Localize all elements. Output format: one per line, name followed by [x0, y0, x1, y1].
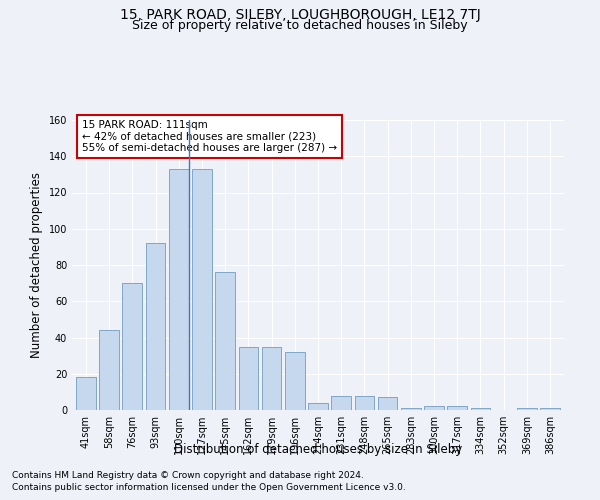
Bar [76, 378, 96, 410]
Bar [99, 330, 119, 410]
Bar [146, 244, 166, 410]
Bar [424, 406, 444, 410]
Bar [215, 272, 235, 410]
Y-axis label: Number of detached properties: Number of detached properties [30, 172, 43, 358]
Bar [169, 169, 188, 410]
Text: Contains HM Land Registry data © Crown copyright and database right 2024.: Contains HM Land Registry data © Crown c… [12, 471, 364, 480]
Bar [331, 396, 351, 410]
Bar [355, 396, 374, 410]
Bar [239, 346, 258, 410]
Bar [540, 408, 560, 410]
Bar [448, 406, 467, 410]
Text: Size of property relative to detached houses in Sileby: Size of property relative to detached ho… [132, 19, 468, 32]
Bar [470, 408, 490, 410]
Bar [401, 408, 421, 410]
Bar [262, 346, 281, 410]
Text: Distribution of detached houses by size in Sileby: Distribution of detached houses by size … [174, 442, 462, 456]
Bar [192, 169, 212, 410]
Bar [378, 398, 397, 410]
Bar [285, 352, 305, 410]
Text: Contains public sector information licensed under the Open Government Licence v3: Contains public sector information licen… [12, 484, 406, 492]
Bar [122, 283, 142, 410]
Bar [308, 403, 328, 410]
Text: 15 PARK ROAD: 111sqm
← 42% of detached houses are smaller (223)
55% of semi-deta: 15 PARK ROAD: 111sqm ← 42% of detached h… [82, 120, 337, 153]
Text: 15, PARK ROAD, SILEBY, LOUGHBOROUGH, LE12 7TJ: 15, PARK ROAD, SILEBY, LOUGHBOROUGH, LE1… [119, 8, 481, 22]
Bar [517, 408, 537, 410]
